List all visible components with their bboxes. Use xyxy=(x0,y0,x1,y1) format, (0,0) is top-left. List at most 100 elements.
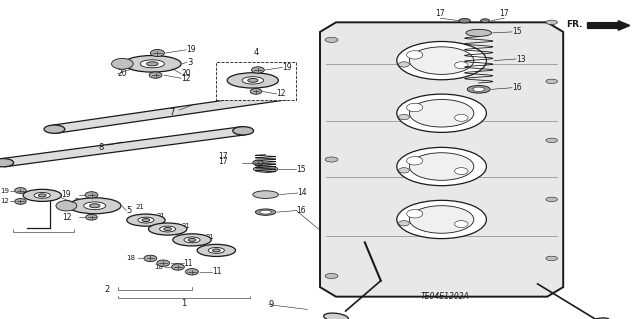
Polygon shape xyxy=(320,22,563,297)
Ellipse shape xyxy=(397,200,486,239)
Text: 14: 14 xyxy=(298,189,307,197)
Ellipse shape xyxy=(138,217,154,223)
Ellipse shape xyxy=(255,209,276,215)
Ellipse shape xyxy=(546,256,557,261)
Text: 21: 21 xyxy=(135,204,144,210)
Text: 15: 15 xyxy=(296,165,306,174)
Ellipse shape xyxy=(197,244,236,256)
Ellipse shape xyxy=(86,214,97,220)
Ellipse shape xyxy=(325,273,338,278)
Ellipse shape xyxy=(172,264,184,270)
Text: 21: 21 xyxy=(157,213,166,219)
Text: 8: 8 xyxy=(99,143,104,152)
Ellipse shape xyxy=(260,210,271,214)
Ellipse shape xyxy=(212,249,220,252)
Ellipse shape xyxy=(44,125,65,133)
Ellipse shape xyxy=(546,138,557,143)
Ellipse shape xyxy=(147,62,158,66)
Text: 17: 17 xyxy=(218,157,228,166)
Ellipse shape xyxy=(253,166,278,172)
Ellipse shape xyxy=(242,77,264,84)
Text: 17: 17 xyxy=(218,152,228,161)
Text: 20: 20 xyxy=(118,69,127,78)
Polygon shape xyxy=(52,92,287,133)
Text: FR.: FR. xyxy=(566,20,582,29)
Ellipse shape xyxy=(150,49,164,56)
Ellipse shape xyxy=(406,51,423,59)
Text: 5: 5 xyxy=(126,206,131,215)
Ellipse shape xyxy=(325,37,338,42)
Ellipse shape xyxy=(459,19,470,23)
Ellipse shape xyxy=(473,87,484,92)
Ellipse shape xyxy=(397,94,486,132)
Ellipse shape xyxy=(252,67,264,73)
Ellipse shape xyxy=(208,248,225,253)
Ellipse shape xyxy=(406,157,423,165)
Text: 18: 18 xyxy=(127,256,136,261)
Ellipse shape xyxy=(140,60,164,68)
Ellipse shape xyxy=(164,227,172,231)
Ellipse shape xyxy=(149,72,162,78)
Ellipse shape xyxy=(124,56,181,72)
Text: 21: 21 xyxy=(205,234,214,240)
Text: 12: 12 xyxy=(181,74,191,83)
Text: 4: 4 xyxy=(253,48,259,57)
Ellipse shape xyxy=(253,191,278,198)
Ellipse shape xyxy=(406,210,423,218)
Ellipse shape xyxy=(410,100,474,127)
Ellipse shape xyxy=(397,147,486,186)
Ellipse shape xyxy=(588,318,609,319)
Ellipse shape xyxy=(546,79,557,84)
Ellipse shape xyxy=(275,92,295,100)
Text: TE04E1202A: TE04E1202A xyxy=(420,292,469,300)
Ellipse shape xyxy=(397,41,486,80)
Ellipse shape xyxy=(157,260,170,266)
Text: 3: 3 xyxy=(187,58,192,67)
Ellipse shape xyxy=(546,20,557,25)
Text: 1: 1 xyxy=(181,299,187,308)
Ellipse shape xyxy=(188,238,196,241)
Ellipse shape xyxy=(399,115,410,120)
Text: 16: 16 xyxy=(296,206,306,215)
Text: 19: 19 xyxy=(61,190,71,199)
Ellipse shape xyxy=(406,103,423,112)
Text: 17: 17 xyxy=(435,9,445,18)
Ellipse shape xyxy=(481,19,490,23)
Ellipse shape xyxy=(184,237,200,243)
Text: 11: 11 xyxy=(184,259,193,268)
Text: 11: 11 xyxy=(212,267,222,276)
Text: 12: 12 xyxy=(0,198,9,204)
Ellipse shape xyxy=(68,198,121,214)
Text: 17: 17 xyxy=(499,9,509,18)
Text: 13: 13 xyxy=(516,55,525,63)
Ellipse shape xyxy=(186,269,198,275)
Ellipse shape xyxy=(15,188,26,193)
Text: 19: 19 xyxy=(186,45,196,54)
Text: 15: 15 xyxy=(512,27,522,36)
Ellipse shape xyxy=(38,194,46,197)
Ellipse shape xyxy=(111,58,133,69)
Text: 19: 19 xyxy=(0,188,9,194)
Ellipse shape xyxy=(173,234,211,246)
Ellipse shape xyxy=(127,214,165,226)
Ellipse shape xyxy=(144,255,157,262)
Text: 2: 2 xyxy=(104,285,109,294)
Text: 16: 16 xyxy=(512,83,522,92)
Ellipse shape xyxy=(233,127,253,135)
Ellipse shape xyxy=(399,221,410,226)
Text: 12: 12 xyxy=(63,213,72,222)
Ellipse shape xyxy=(454,168,468,174)
Ellipse shape xyxy=(56,201,77,211)
Ellipse shape xyxy=(90,204,100,208)
Ellipse shape xyxy=(159,226,176,232)
Ellipse shape xyxy=(142,219,150,222)
Ellipse shape xyxy=(467,85,490,93)
Text: 6: 6 xyxy=(73,198,78,207)
Text: 20: 20 xyxy=(181,69,191,78)
Polygon shape xyxy=(1,127,245,167)
Ellipse shape xyxy=(248,78,258,82)
Ellipse shape xyxy=(410,206,474,233)
Ellipse shape xyxy=(148,223,187,235)
FancyArrow shape xyxy=(588,21,630,30)
Ellipse shape xyxy=(0,159,13,167)
